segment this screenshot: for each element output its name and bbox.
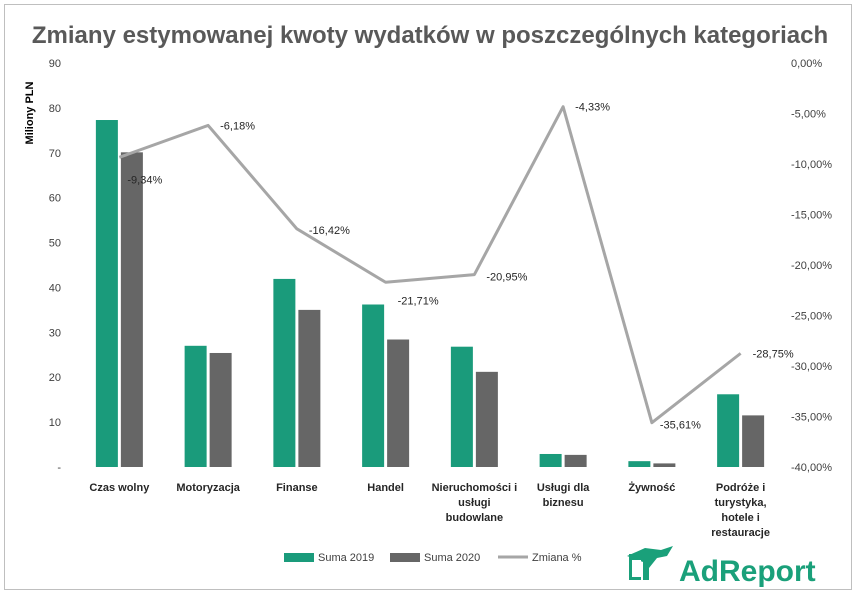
y-tick-label: 30 [49,327,61,339]
bar-suma-2020 [387,339,410,467]
bar-suma-2020 [742,415,765,467]
category-label-line: Motoryzacja [176,482,240,494]
y2-tick-label: -30,00% [791,361,832,373]
category-label-line: turystyka, [715,497,767,509]
logo-text: AdReport [679,555,816,588]
category-label-line: Podróże i [716,482,766,494]
change-data-label: -28,75% [753,348,794,360]
y-tick-label: 70 [49,148,61,160]
y2-tick-label: -15,00% [791,210,832,222]
y-tick-label: 80 [49,103,61,115]
category-label: Czas wolny [89,482,150,494]
y-tick-label: 60 [49,193,61,205]
category-label-line: Nieruchomości i [432,482,518,494]
legend-label: Suma 2019 [318,552,374,564]
category-label-line: budowlane [446,512,503,524]
y-tick-label: - [57,462,61,474]
y-tick-label: 10 [49,417,61,429]
change-data-label: -21,71% [398,295,439,307]
y2-tick-label: -20,00% [791,260,832,272]
y2-tick-label: -35,00% [791,412,832,424]
legend-label: Zmiana % [532,552,582,564]
axes: - 10 20 30 40 50 60 70 80 90 -40,00% -35,00% -30,00%… [24,58,832,539]
category-label: Finanse [276,482,318,494]
y-tick-label: 20 [49,372,61,384]
y-tick-label: 50 [49,238,61,250]
bar-suma-2019 [362,304,385,467]
category-label-line: Finanse [276,482,318,494]
bar-suma-2020 [475,371,498,467]
bar-suma-2020 [120,152,143,467]
y2-tick-label: -10,00% [791,159,832,171]
y2-tick-label: -25,00% [791,311,832,323]
change-data-label: -6,18% [220,120,255,132]
category-label: Żywność [628,481,675,494]
legend: Suma 2019 Suma 2020 Zmiana % [284,552,582,564]
change-data-label: -9,34% [127,174,162,186]
bar-suma-2019 [450,346,473,467]
category-label-line: usługi [458,497,490,509]
change-line-path [118,105,742,425]
bar-suma-2019 [717,394,740,467]
adreport-logo: AdReport [627,546,816,588]
category-label-line: Czas wolny [89,482,150,494]
category-label: Motoryzacja [176,482,240,494]
logo-icon [627,546,673,580]
bar-suma-2020 [298,309,321,467]
category-label: Handel [367,482,404,494]
category-label: Nieruchomości i usługi budowlane [432,482,518,524]
bar-suma-2020 [653,463,676,467]
change-data-label: -16,42% [309,225,350,237]
legend-swatch [390,553,420,562]
category-label-line: Żywność [628,481,675,494]
y2-tick-label: -5,00% [791,109,826,121]
bar-suma-2019 [184,345,207,467]
bar-suma-2019 [95,120,118,468]
bar-suma-2020 [564,454,587,467]
bar-suma-2019 [273,278,296,467]
y2-tick-label: -40,00% [791,462,832,474]
category-label: Podróże i turystyka, hotele i restauracje [711,482,770,539]
chart-title: Zmiany estymowanej kwoty wydatków w posz… [32,22,828,49]
data-labels: -9,34% -6,18% -16,42% -21,71% -20,95% -4,33% -… [127,102,793,432]
bar-suma-2019 [628,461,651,467]
change-data-label: -35,61% [660,420,701,432]
bars [95,120,765,468]
y-axis-title: Miliony PLN [24,81,36,144]
category-label-line: Handel [367,482,404,494]
chart-svg: Zmiany estymowanej kwoty wydatków w posz… [24,22,832,588]
legend-swatch [284,553,314,562]
y-tick-label: 90 [49,58,61,70]
category-label-line: biznesu [543,497,584,509]
category-label-line: restauracje [711,527,770,539]
change-data-label: -20,95% [486,272,527,284]
category-label: Usługi dla biznesu [537,482,590,509]
category-label-line: hotele i [721,512,760,524]
bar-suma-2019 [539,453,562,467]
y-tick-label: 40 [49,282,61,294]
change-line [118,105,742,425]
change-data-label: -4,33% [575,102,610,114]
category-label-line: Usługi dla [537,482,590,494]
bar-suma-2020 [209,352,232,467]
legend-label: Suma 2020 [424,552,480,564]
y2-tick-label: 0,00% [791,58,822,70]
chart-frame: Zmiany estymowanej kwoty wydatków w posz… [4,4,852,590]
